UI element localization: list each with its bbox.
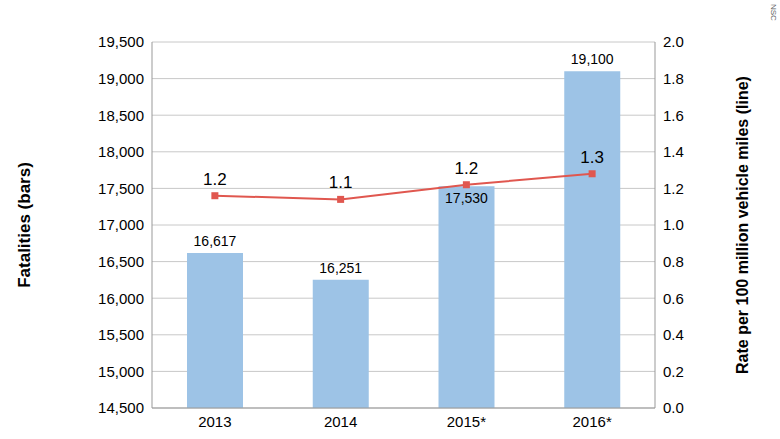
html-text:NSC: NSC — [769, 4, 778, 21]
svg-text:17,530: 17,530 — [445, 190, 488, 206]
svg-text:2014: 2014 — [324, 413, 357, 430]
svg-text:16,500: 16,500 — [98, 253, 144, 270]
svg-text:17,000: 17,000 — [98, 216, 144, 233]
svg-text:2.0: 2.0 — [663, 33, 684, 50]
svg-text:0.6: 0.6 — [663, 290, 684, 307]
svg-text:1.4: 1.4 — [663, 143, 684, 160]
svg-text:14,500: 14,500 — [98, 399, 144, 416]
svg-text:2016*: 2016* — [573, 413, 612, 430]
svg-text:1.8: 1.8 — [663, 70, 684, 87]
svg-text:17,500: 17,500 — [98, 180, 144, 197]
svg-text:16,251: 16,251 — [319, 260, 362, 276]
svg-text:1.2: 1.2 — [455, 159, 479, 178]
svg-text:1.3: 1.3 — [580, 148, 604, 167]
svg-text:19,100: 19,100 — [571, 51, 614, 67]
svg-text:2015*: 2015* — [447, 413, 486, 430]
svg-text:0.4: 0.4 — [663, 326, 684, 343]
svg-text:18,000: 18,000 — [98, 143, 144, 160]
svg-text:1.1: 1.1 — [329, 173, 353, 192]
svg-text:1.2: 1.2 — [663, 180, 684, 197]
svg-text:1.6: 1.6 — [663, 107, 684, 124]
svg-text:0.2: 0.2 — [663, 363, 684, 380]
svg-text:15,000: 15,000 — [98, 363, 144, 380]
svg-text:0.0: 0.0 — [663, 399, 684, 416]
svg-text:16,617: 16,617 — [194, 233, 237, 249]
svg-text:15,500: 15,500 — [98, 326, 144, 343]
svg-text:Rate per 100 million vehicle m: Rate per 100 million vehicle miles (line… — [734, 76, 751, 374]
svg-text:18,500: 18,500 — [98, 107, 144, 124]
svg-text:2013: 2013 — [198, 413, 231, 430]
svg-text:16,000: 16,000 — [98, 290, 144, 307]
svg-text:19,500: 19,500 — [98, 33, 144, 50]
svg-text:19,000: 19,000 — [98, 70, 144, 87]
svg-text:1.2: 1.2 — [203, 170, 227, 189]
svg-text:1.0: 1.0 — [663, 216, 684, 233]
svg-text:Fatalities (bars): Fatalities (bars) — [15, 162, 34, 288]
svg-text:0.8: 0.8 — [663, 253, 684, 270]
